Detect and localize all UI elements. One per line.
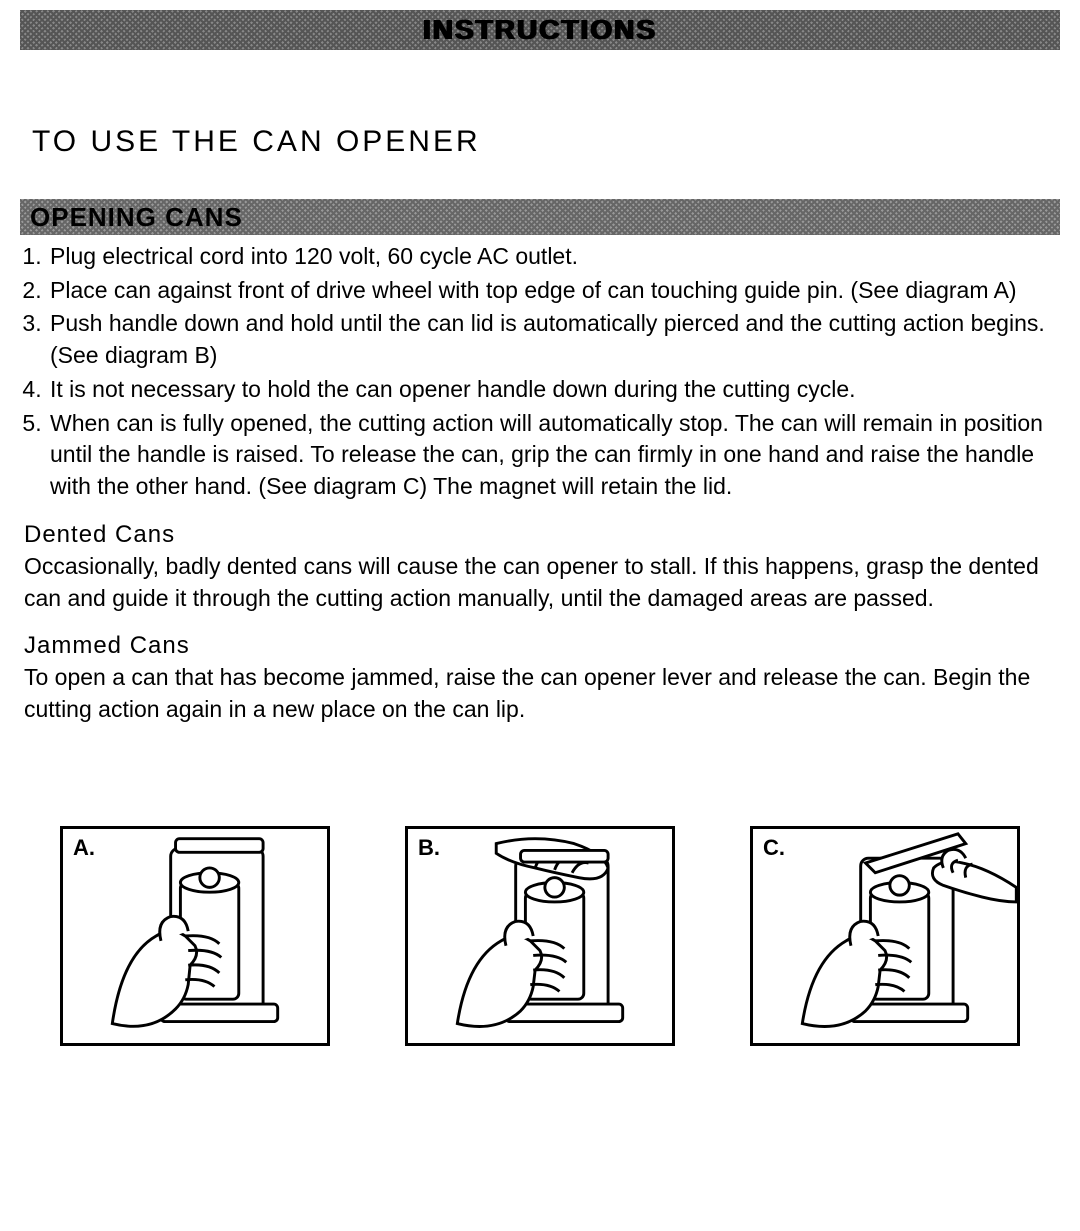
diagram-a: A. (60, 826, 330, 1046)
diagram-b: B. (405, 826, 675, 1046)
jammed-text: To open a can that has become jammed, ra… (20, 662, 1060, 725)
diagram-b-illustration (408, 829, 672, 1043)
dented-heading: Dented Cans (20, 521, 1060, 549)
diagram-c: C. (750, 826, 1020, 1046)
step-item: Push handle down and hold until the can … (48, 308, 1056, 371)
diagram-b-label: B. (418, 835, 440, 861)
step-item: When can is fully opened, the cutting ac… (48, 408, 1056, 503)
dented-text: Occasionally, badly dented cans will cau… (20, 551, 1060, 614)
diagrams-row: A. B. (20, 826, 1060, 1046)
diagram-c-label: C. (763, 835, 785, 861)
sub-banner-title: OPENING CANS (30, 202, 243, 233)
diagram-a-illustration (63, 829, 327, 1043)
main-banner: INSTRUCTIONS (20, 10, 1060, 50)
instruction-page: INSTRUCTIONS TO USE THE CAN OPENER OPENI… (0, 0, 1080, 1086)
section-title: TO USE THE CAN OPENER (20, 125, 1060, 159)
step-item: Plug electrical cord into 120 volt, 60 c… (48, 241, 1056, 273)
step-item: It is not necessary to hold the can open… (48, 374, 1056, 406)
diagram-c-illustration (753, 829, 1017, 1043)
banner-title: INSTRUCTIONS (423, 14, 657, 46)
step-item: Place can against front of drive wheel w… (48, 275, 1056, 307)
steps-list: Plug electrical cord into 120 volt, 60 c… (20, 241, 1060, 503)
jammed-heading: Jammed Cans (20, 632, 1060, 660)
sub-banner: OPENING CANS (20, 199, 1060, 235)
diagram-a-label: A. (73, 835, 95, 861)
